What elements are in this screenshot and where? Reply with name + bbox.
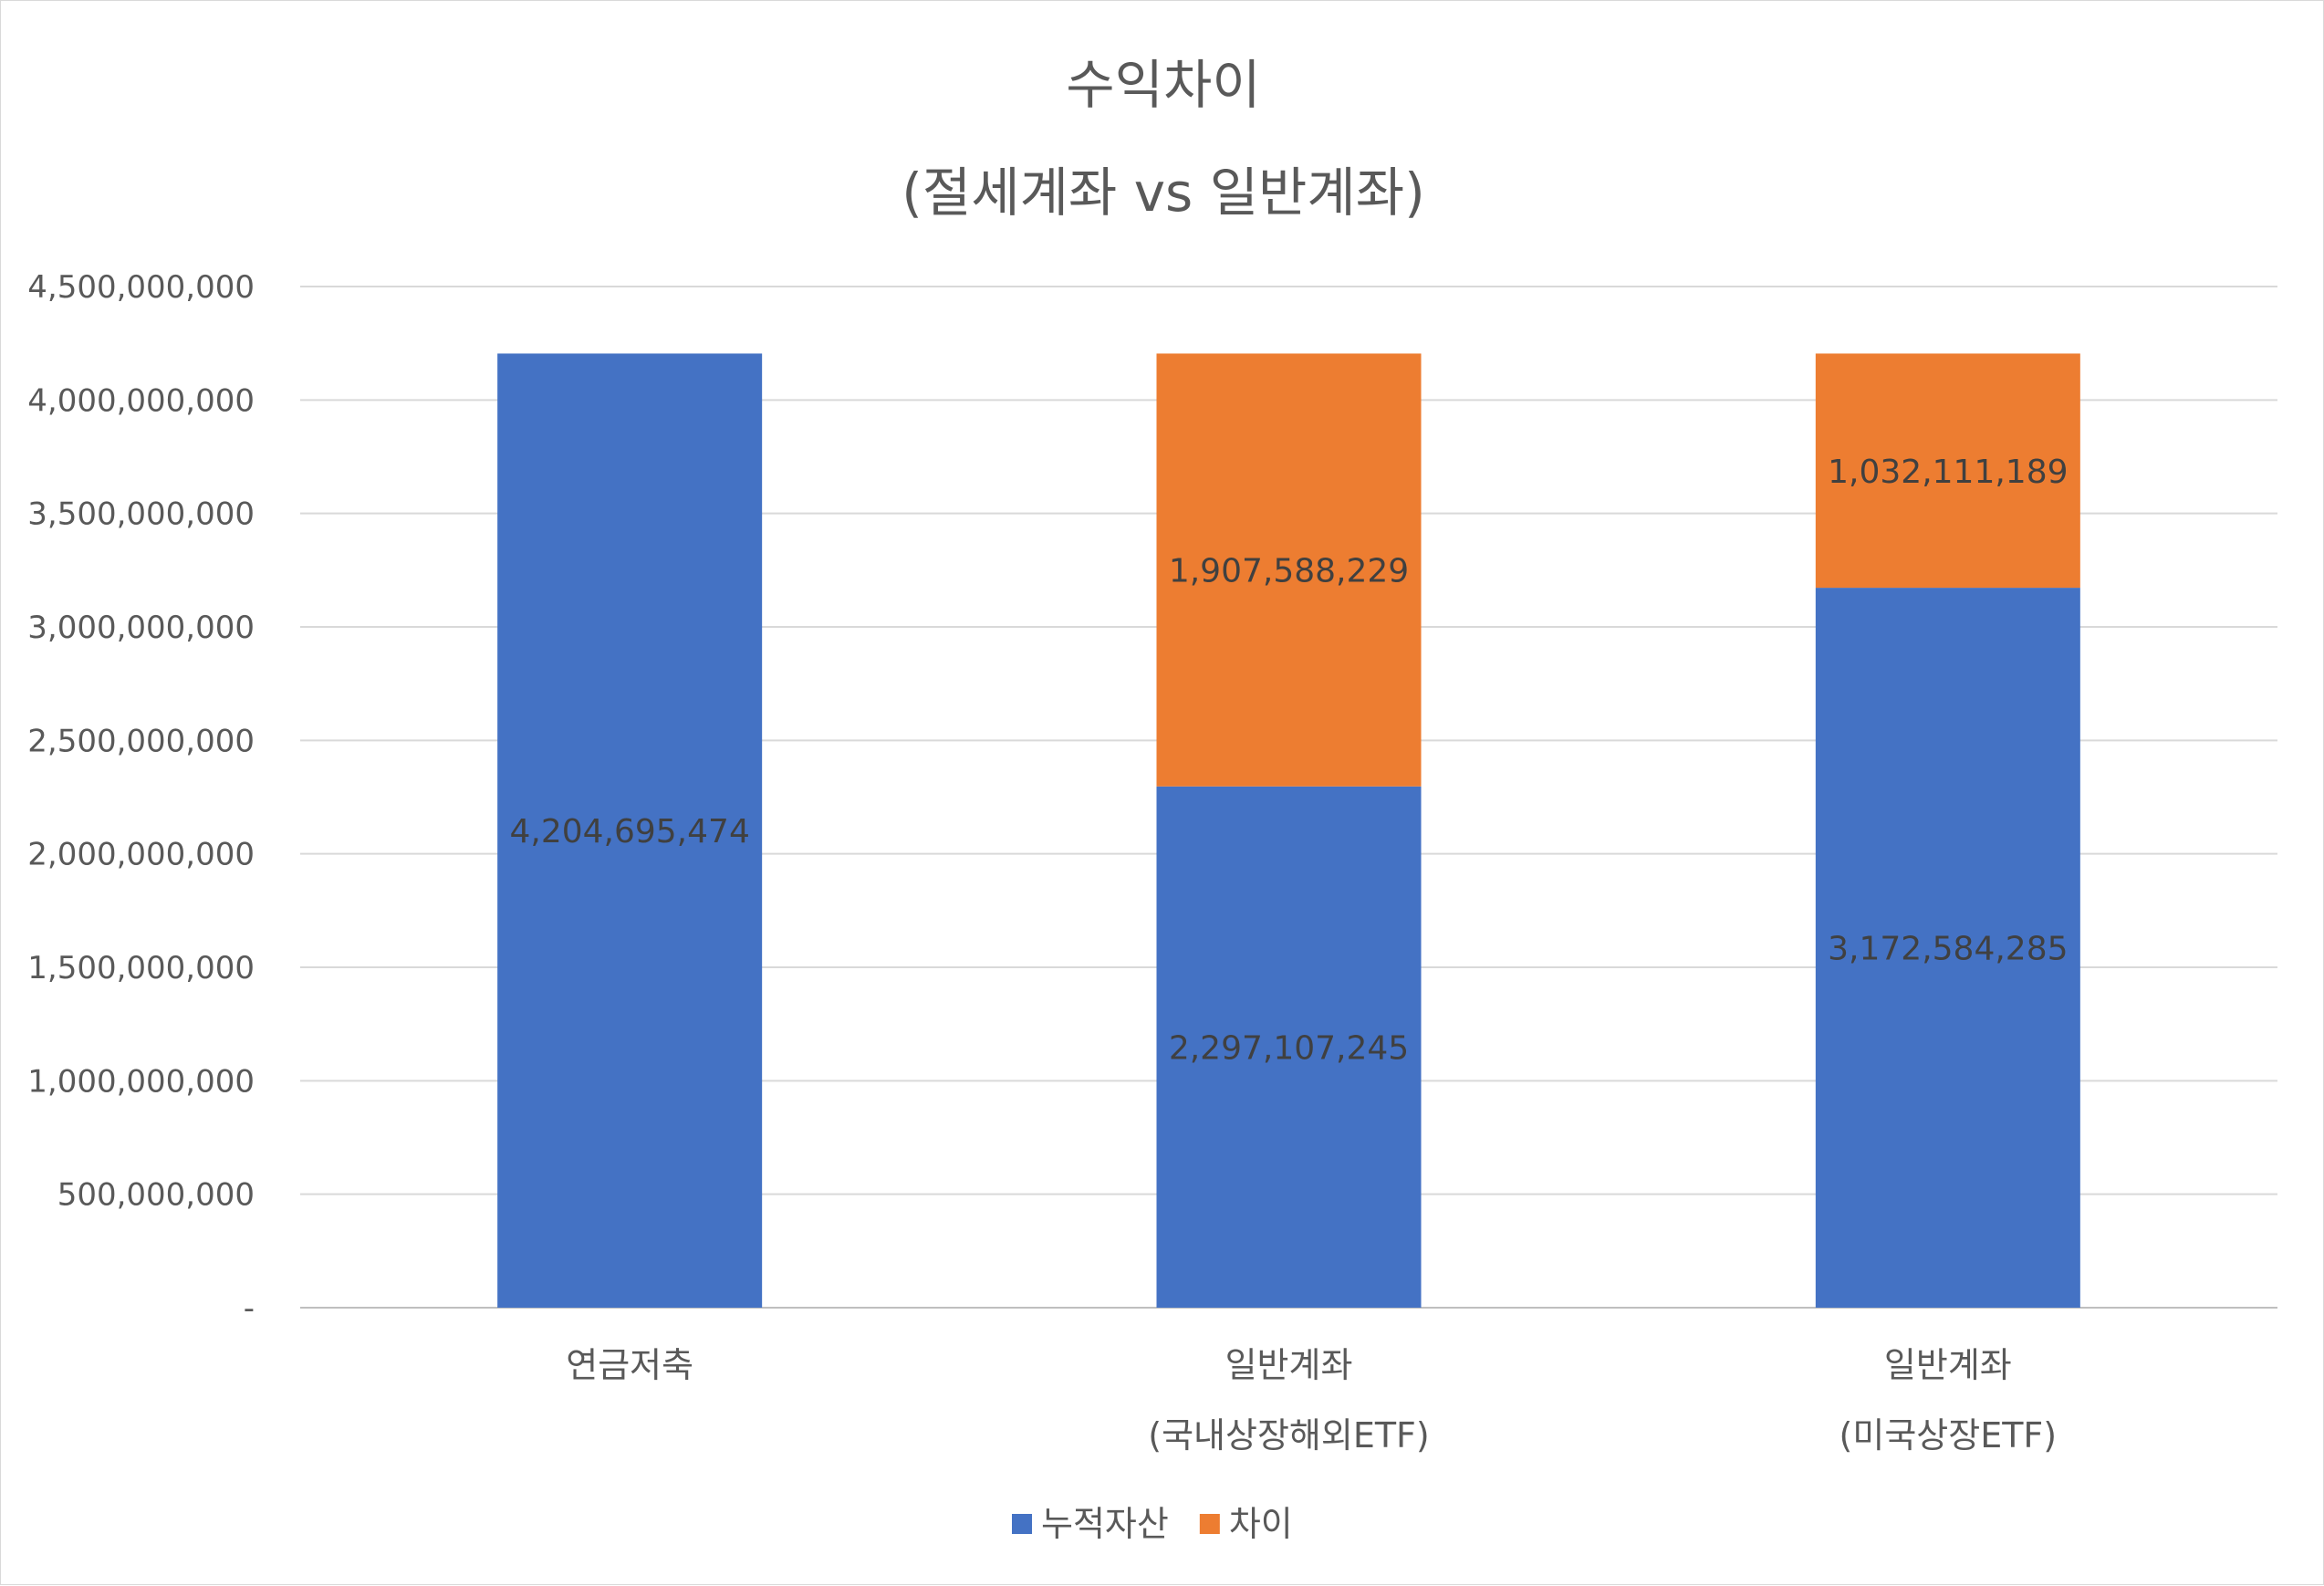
x-category-label-2-line-2: (국내상장해외ETF) [1148,1415,1430,1456]
data-label-difference-3: 1,032,111,189 [1828,454,2068,491]
y-tick-label-6: 3,000,000,000 [27,610,255,646]
x-category-label-3-line-2: (미국상장ETF) [1839,1415,2058,1456]
chart-title: 수익차이 (절세계좌 vs 일반계좌) [901,54,1425,224]
bar-difference-2 [1156,353,1422,787]
bar-cumulative-1 [497,353,763,1309]
x-category-label-2-line-1: 일반계좌 [1225,1345,1353,1385]
data-label-cumulative-2: 2,297,107,245 [1169,1029,1409,1067]
bar-difference-3 [1815,353,2080,589]
legend-swatch-1 [1012,1514,1032,1534]
y-tick-label-1: 500,000,000 [57,1177,255,1214]
y-tick-label-5: 2,500,000,000 [27,723,255,759]
legend-label-2: 차이 [1229,1504,1293,1544]
data-label-cumulative-3: 3,172,584,285 [1828,931,2068,968]
y-axis-tick-labels: - 500,000,000 1,000,000,000 1,500,000,000 2,… [27,269,255,1327]
x-category-label-1-line-1: 연금저축 [566,1345,693,1385]
bars [497,353,2080,1309]
data-labels: 4,204,695,474 2,297,107,245 1,907,588,229 3… [509,454,2068,1068]
y-tick-label-4: 2,000,000,000 [27,837,255,873]
x-axis-category-labels: 연금저축 일반계좌 (국내상장해외ETF) 일반계좌 (미국상장ETF) [566,1345,2057,1456]
y-tick-label-3: 1,500,000,000 [27,950,255,986]
bar-cumulative-2 [1156,786,1422,1308]
y-tick-label-8: 4,000,000,000 [27,382,255,419]
y-tick-label-7: 3,500,000,000 [27,496,255,533]
legend: 누적자산 차이 [1012,1504,1293,1544]
chart-title-line-1: 수익차이 [1066,54,1260,116]
data-label-difference-2: 1,907,588,229 [1169,553,1409,590]
legend-swatch-2 [1199,1514,1220,1534]
data-label-cumulative-1: 4,204,695,474 [509,813,749,850]
x-category-label-3-line-1: 일반계좌 [1884,1345,2012,1385]
bar-cumulative-3 [1815,588,2080,1308]
y-tick-label-2: 1,000,000,000 [27,1063,255,1100]
y-tick-label-9: 4,500,000,000 [27,269,255,306]
y-tick-label-0: - [244,1290,255,1327]
chart-title-line-2: (절세계좌 vs 일반계좌) [901,162,1425,224]
legend-label-1: 누적자산 [1041,1504,1169,1544]
